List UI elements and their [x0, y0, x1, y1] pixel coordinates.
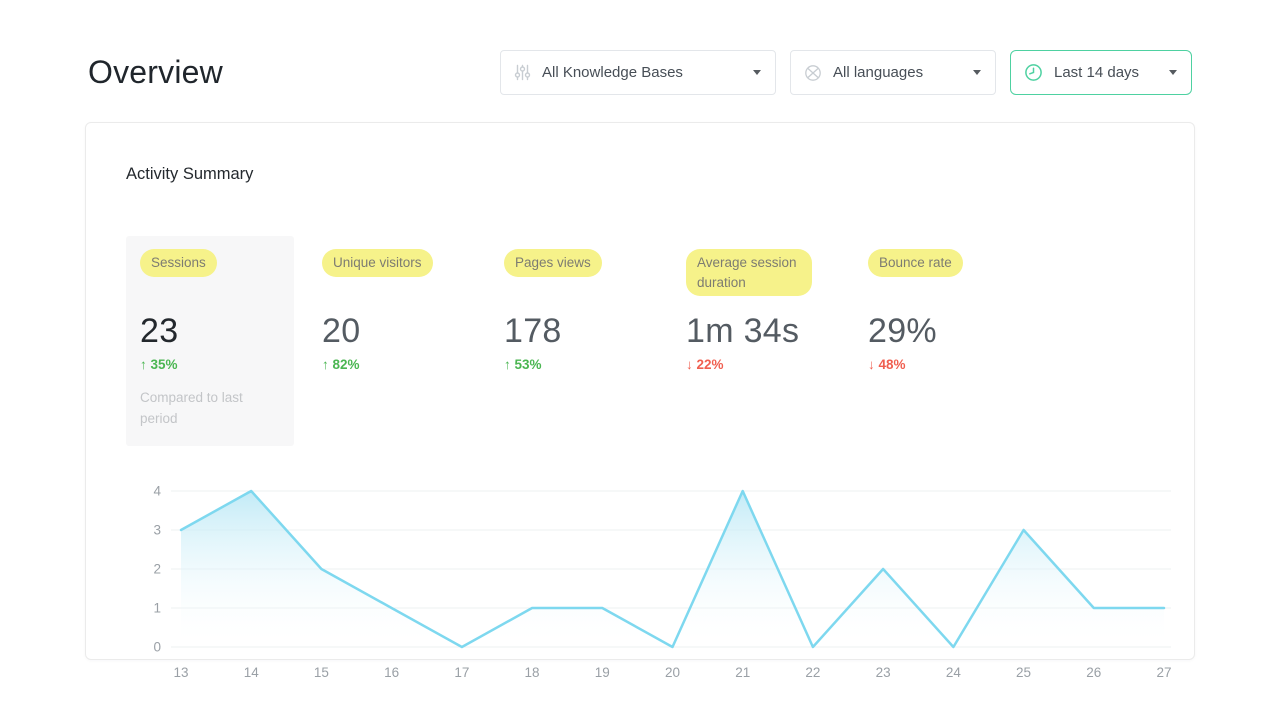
trend-arrow-icon: ↓	[686, 357, 697, 372]
metric-card[interactable]: Sessions 23 ↑ 35% Compared to last perio…	[126, 236, 294, 446]
metric-delta: ↓ 48%	[868, 357, 906, 372]
trend-arrow-icon: ↑	[504, 357, 515, 372]
svg-text:23: 23	[876, 665, 891, 680]
svg-text:2: 2	[153, 561, 161, 576]
trend-arrow-icon: ↓	[868, 357, 879, 372]
metric-label: Bounce rate	[868, 249, 963, 277]
svg-text:19: 19	[595, 665, 610, 680]
svg-text:14: 14	[244, 665, 260, 680]
metric-delta: ↑ 82%	[322, 357, 360, 372]
chevron-down-icon	[1169, 70, 1177, 75]
metric-card[interactable]: Unique visitors 20 ↑ 82%	[308, 236, 476, 446]
metric-value: 29%	[868, 312, 937, 350]
svg-text:25: 25	[1016, 665, 1031, 680]
svg-text:22: 22	[805, 665, 820, 680]
metrics-row: Sessions 23 ↑ 35% Compared to last perio…	[126, 236, 1154, 446]
trend-arrow-icon: ↑	[322, 357, 333, 372]
metric-value: 178	[504, 312, 562, 350]
metric-delta: ↑ 53%	[504, 357, 542, 372]
top-bar: Overview All Knowledge Bases Al	[0, 0, 1280, 95]
card-title: Activity Summary	[126, 165, 254, 183]
metric-delta: ↓ 22%	[686, 357, 724, 372]
svg-text:16: 16	[384, 665, 399, 680]
globe-icon	[804, 64, 822, 82]
languages-dropdown[interactable]: All languages	[790, 50, 996, 95]
svg-text:4: 4	[153, 483, 161, 498]
page-title: Overview	[88, 54, 223, 90]
metric-label: Pages views	[504, 249, 602, 277]
knowledge-bases-dropdown[interactable]: All Knowledge Bases	[500, 50, 776, 95]
svg-text:21: 21	[735, 665, 750, 680]
metric-card[interactable]: Bounce rate 29% ↓ 48%	[854, 236, 1022, 446]
chevron-down-icon	[753, 70, 761, 75]
sessions-chart: 0 1 2 3 4 13 14 15 16 17 18 19 20 21 22 23 24 25 26 27	[126, 474, 1171, 686]
metric-value: 20	[322, 312, 361, 350]
svg-text:20: 20	[665, 665, 680, 680]
activity-summary-card: Activity Summary Sessions 23 ↑ 35% Compa…	[85, 122, 1195, 680]
metric-card[interactable]: Average session duration 1m 34s ↓ 22%	[672, 236, 840, 446]
metric-card[interactable]: Pages views 178 ↑ 53%	[490, 236, 658, 446]
sliders-icon	[514, 64, 531, 81]
svg-text:13: 13	[173, 665, 188, 680]
date-range-dropdown[interactable]: Last 14 days	[1010, 50, 1192, 95]
svg-text:24: 24	[946, 665, 962, 680]
svg-text:17: 17	[454, 665, 469, 680]
svg-text:18: 18	[525, 665, 540, 680]
svg-text:26: 26	[1086, 665, 1101, 680]
filter-group: All Knowledge Bases All languages	[500, 50, 1192, 95]
clock-icon	[1024, 63, 1043, 82]
svg-text:3: 3	[153, 522, 161, 537]
date-range-value: Last 14 days	[1054, 64, 1140, 81]
knowledge-bases-value: All Knowledge Bases	[542, 64, 683, 81]
svg-text:1: 1	[153, 600, 161, 615]
svg-text:27: 27	[1156, 665, 1171, 680]
metric-value: 23	[140, 312, 179, 350]
trend-arrow-icon: ↑	[140, 357, 151, 372]
chevron-down-icon	[973, 70, 981, 75]
metric-note: Compared to last period	[140, 390, 243, 426]
metric-label: Unique visitors	[322, 249, 433, 277]
metric-label: Sessions	[140, 249, 217, 277]
svg-text:0: 0	[153, 639, 161, 654]
metric-label: Average session duration	[686, 249, 812, 297]
metric-delta: ↑ 35%	[140, 357, 178, 372]
svg-text:15: 15	[314, 665, 329, 680]
languages-value: All languages	[833, 64, 924, 81]
metric-value: 1m 34s	[686, 312, 800, 350]
